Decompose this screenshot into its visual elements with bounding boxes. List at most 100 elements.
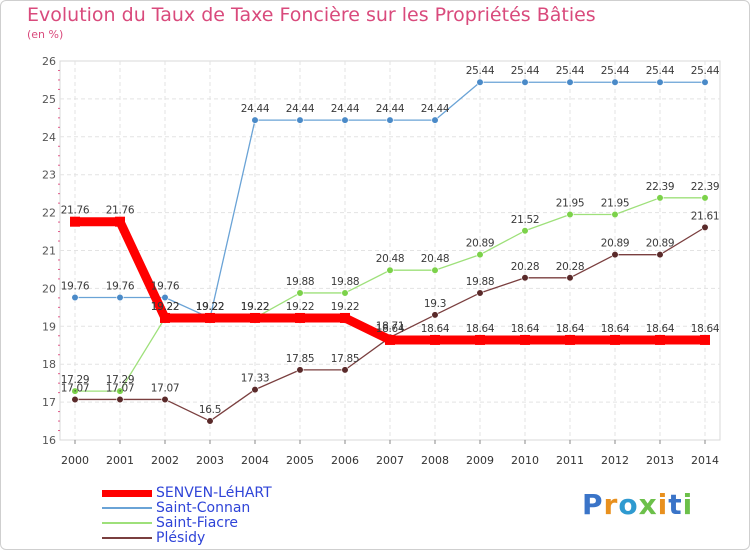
x-tick-label: 2000 — [61, 454, 89, 467]
data-label: 18.64 — [376, 323, 405, 335]
legend-item-senven-lehart[interactable]: SENVEN-LéHART — [102, 485, 272, 501]
data-point — [701, 223, 709, 231]
data-point — [431, 116, 439, 124]
legend-swatch-saint-fiacre — [102, 522, 152, 524]
data-point — [385, 334, 395, 345]
data-point — [521, 274, 529, 282]
legend-label-senven-lehart: SENVEN-LéHART — [156, 485, 272, 501]
x-tick-label: 2008 — [421, 454, 449, 467]
data-label: 17.29 — [106, 374, 135, 386]
data-label: 19.22 — [196, 301, 225, 313]
data-point — [475, 334, 485, 345]
data-point — [610, 334, 620, 345]
chart-title: Evolution du Taux de Taxe Foncière sur l… — [27, 4, 596, 26]
data-point — [431, 266, 439, 274]
data-label: 18.71 — [376, 320, 405, 332]
data-label: 20.28 — [511, 261, 540, 273]
data-point — [340, 312, 350, 323]
y-tick-label: 16 — [42, 434, 56, 447]
data-point — [611, 210, 619, 219]
x-tick-label: 2001 — [106, 454, 134, 467]
data-point — [71, 387, 79, 395]
data-point — [700, 334, 710, 345]
data-label: 17.07 — [61, 382, 90, 394]
data-label: 18.64 — [466, 323, 495, 335]
data-point — [160, 312, 170, 323]
data-label: 20.28 — [556, 261, 585, 273]
legend-item-saint-connan[interactable]: Saint-Connan — [102, 500, 250, 516]
data-point — [296, 366, 304, 374]
y-tick-label: 22 — [42, 207, 56, 220]
data-point — [251, 116, 259, 124]
data-label: 21.95 — [601, 197, 630, 209]
y-tick-label: 17 — [42, 396, 56, 409]
data-label: 24.44 — [421, 103, 450, 115]
data-label: 17.07 — [106, 382, 135, 394]
data-point — [251, 385, 259, 394]
data-point — [116, 293, 124, 302]
legend-swatch-saint-connan — [102, 507, 152, 509]
series-layer — [70, 78, 710, 425]
data-point — [116, 395, 124, 404]
x-tick-label: 2010 — [511, 454, 539, 467]
logo-letter: t — [668, 488, 683, 521]
legend-label-saint-fiacre: Saint-Fiacre — [156, 515, 239, 531]
data-point — [521, 227, 529, 235]
data-point — [611, 78, 619, 86]
x-tick-label: 2014 — [691, 454, 719, 467]
data-point — [341, 289, 349, 297]
data-label: 19.76 — [151, 280, 180, 292]
data-point — [655, 334, 665, 345]
data-point — [476, 251, 484, 259]
legend-swatch-senven-lehart — [102, 489, 152, 497]
data-label: 21.52 — [511, 214, 540, 226]
data-label: 19.22 — [196, 301, 225, 313]
legend-item-plesidy[interactable]: Plésidy — [102, 530, 205, 546]
data-label: 24.44 — [241, 103, 270, 115]
legend-swatch-plesidy — [102, 537, 152, 539]
grid-layer — [59, 60, 721, 441]
data-label: 25.44 — [646, 65, 675, 77]
data-label: 17.07 — [151, 382, 180, 394]
logo-letter: r — [603, 488, 619, 521]
data-point — [521, 78, 529, 86]
legend-label-plesidy: Plésidy — [156, 530, 206, 546]
y-tick-label: 23 — [42, 169, 56, 182]
y-tick-label: 19 — [42, 320, 56, 333]
x-tick-label: 2002 — [151, 454, 179, 467]
data-label: 18.64 — [421, 323, 450, 335]
data-point — [341, 116, 349, 124]
data-label: 19.88 — [466, 276, 495, 288]
data-point — [205, 312, 215, 323]
data-label: 18.64 — [601, 323, 630, 335]
data-label: 24.44 — [376, 103, 405, 115]
data-point — [70, 216, 80, 227]
data-label: 19.3 — [424, 298, 446, 310]
x-tick-label: 2007 — [376, 454, 404, 467]
data-point — [520, 334, 530, 345]
data-label: 21.95 — [556, 197, 585, 209]
y-tick-label: 20 — [42, 282, 56, 295]
x-tick-label: 2006 — [331, 454, 359, 467]
data-point — [431, 311, 439, 319]
data-label: 22.39 — [646, 181, 675, 193]
data-label-layer: 21.76 21.76 19.22 19.22 19.22 19.22 19.22 18.64… — [61, 65, 720, 416]
proxiti-logo[interactable]: Proxiti — [582, 488, 693, 521]
data-point — [656, 251, 664, 259]
data-label: 25.44 — [601, 65, 630, 77]
data-point — [656, 78, 664, 86]
logo-letter: o — [618, 488, 639, 521]
data-point — [566, 274, 574, 282]
data-label: 17.29 — [61, 374, 90, 386]
data-point — [386, 266, 394, 274]
data-label: 19.22 — [241, 301, 270, 313]
x-tick-label: 2013 — [646, 454, 674, 467]
data-point — [116, 387, 124, 395]
legend-item-saint-fiacre[interactable]: Saint-Fiacre — [102, 515, 238, 531]
y-tick-label: 26 — [42, 55, 56, 68]
data-point — [341, 366, 349, 374]
data-label: 17.33 — [241, 373, 270, 385]
x-tick-label: 2011 — [556, 454, 584, 467]
data-point — [611, 251, 619, 259]
